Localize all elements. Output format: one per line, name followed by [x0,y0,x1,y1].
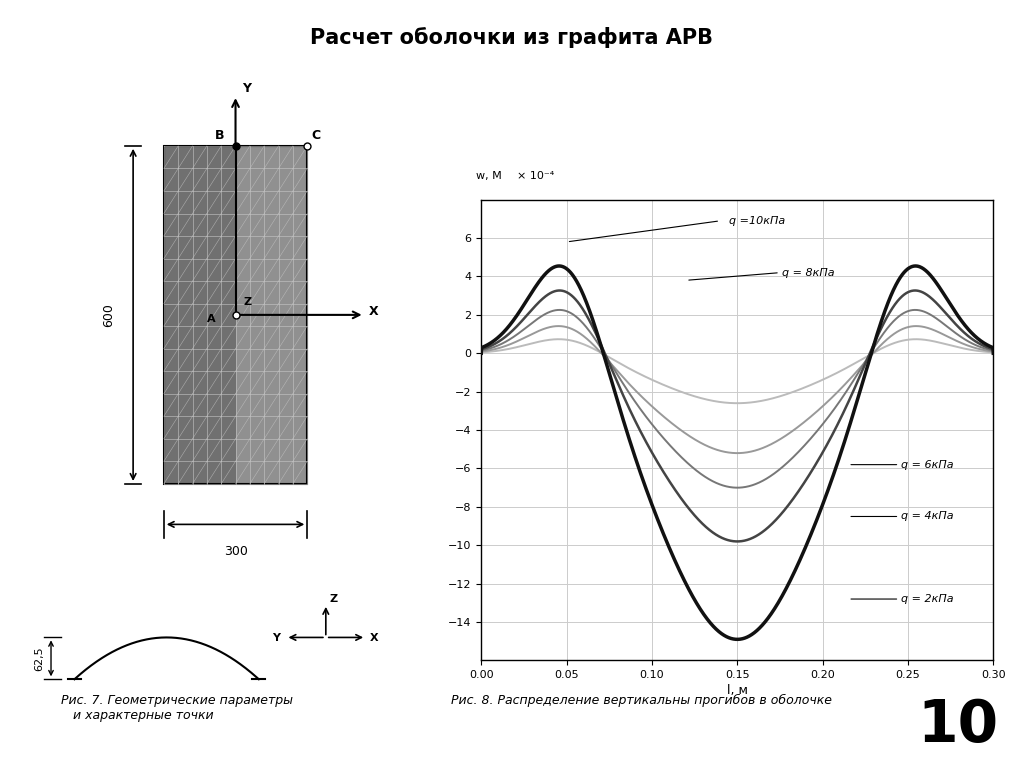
Text: 600: 600 [102,303,115,327]
Text: w, М: w, М [476,171,502,181]
Text: A: A [207,313,215,323]
Text: Рис. 7. Геометрические параметры
   и характерные точки: Рис. 7. Геометрические параметры и харак… [61,694,294,722]
Text: Y: Y [242,82,251,95]
Text: q =10кПа: q =10кПа [729,216,785,226]
Text: X: X [370,633,378,643]
X-axis label: l, м: l, м [727,684,748,697]
Text: q = 6кПа: q = 6кПа [901,459,953,470]
Bar [164,146,236,484]
Text: B: B [215,129,224,142]
Text: 10: 10 [916,697,998,754]
Text: X: X [369,305,378,318]
Text: Расчет оболочки из графита АРВ: Расчет оболочки из графита АРВ [310,27,714,48]
Text: q = 8кПа: q = 8кПа [781,267,835,278]
Text: Z: Z [244,296,252,306]
Text: 300: 300 [223,545,248,558]
Text: 62,5: 62,5 [34,646,44,670]
Text: Z: Z [329,594,337,604]
Text: Y: Y [272,633,281,643]
Bar [164,146,307,484]
Text: × 10⁻⁴: × 10⁻⁴ [517,171,554,181]
Text: Рис. 8. Распределение вертикальны прогибов в оболочке: Рис. 8. Распределение вертикальны прогиб… [451,694,831,707]
Text: C: C [311,129,321,142]
Text: q = 4кПа: q = 4кПа [901,511,953,521]
Text: q = 2кПа: q = 2кПа [901,594,953,604]
Bar [236,146,307,484]
